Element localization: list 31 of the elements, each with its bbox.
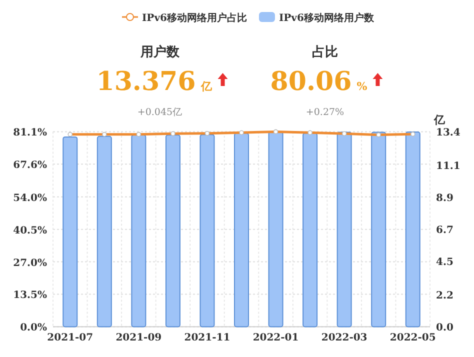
text: +0.27% — [306, 107, 344, 118]
x-tick-label: 2022-01 — [252, 332, 299, 344]
text: +0.045亿 — [137, 107, 183, 118]
y-tick-label: 13.5% — [13, 290, 48, 302]
y-tick-label: 81.1% — [13, 128, 48, 139]
y-tick-label: 67.6% — [13, 160, 48, 172]
y-tick-label: 27.0% — [13, 258, 48, 269]
text: % — [356, 80, 368, 93]
y-tick-label: 0.0% — [20, 322, 48, 334]
text: 占比 — [312, 45, 338, 60]
text: 80.06 — [270, 67, 352, 97]
y2-axis-title: 亿 — [433, 114, 446, 127]
y2-tick-label: 4.5 — [436, 257, 454, 268]
y2-tick-label: 0.0 — [436, 322, 454, 334]
text: 13.376 — [96, 67, 196, 97]
x-tick-label: 2021-07 — [47, 332, 94, 344]
x-tick-label: 2021-09 — [116, 332, 162, 344]
text: 亿 — [200, 80, 213, 93]
y2-tick-label: 11.1 — [436, 161, 460, 172]
legend-label: IPv6移动网络用户占比 — [142, 12, 247, 24]
x-tick-label: 2022-03 — [321, 332, 368, 344]
y2-tick-label: 13.4 — [436, 128, 460, 139]
text: 用户数 — [140, 44, 180, 60]
x-tick-label: 2021-11 — [184, 332, 230, 344]
y-tick-label: 40.5% — [13, 225, 48, 236]
y2-tick-label: 8.9 — [436, 193, 454, 204]
x-tick-label: 2022-05 — [390, 332, 436, 344]
y2-tick-label: 2.2 — [436, 290, 454, 302]
y2-tick-label: 6.7 — [436, 225, 454, 236]
legend-label: IPv6移动网络用户数 — [278, 12, 375, 24]
y-tick-label: 54.0% — [13, 192, 48, 204]
